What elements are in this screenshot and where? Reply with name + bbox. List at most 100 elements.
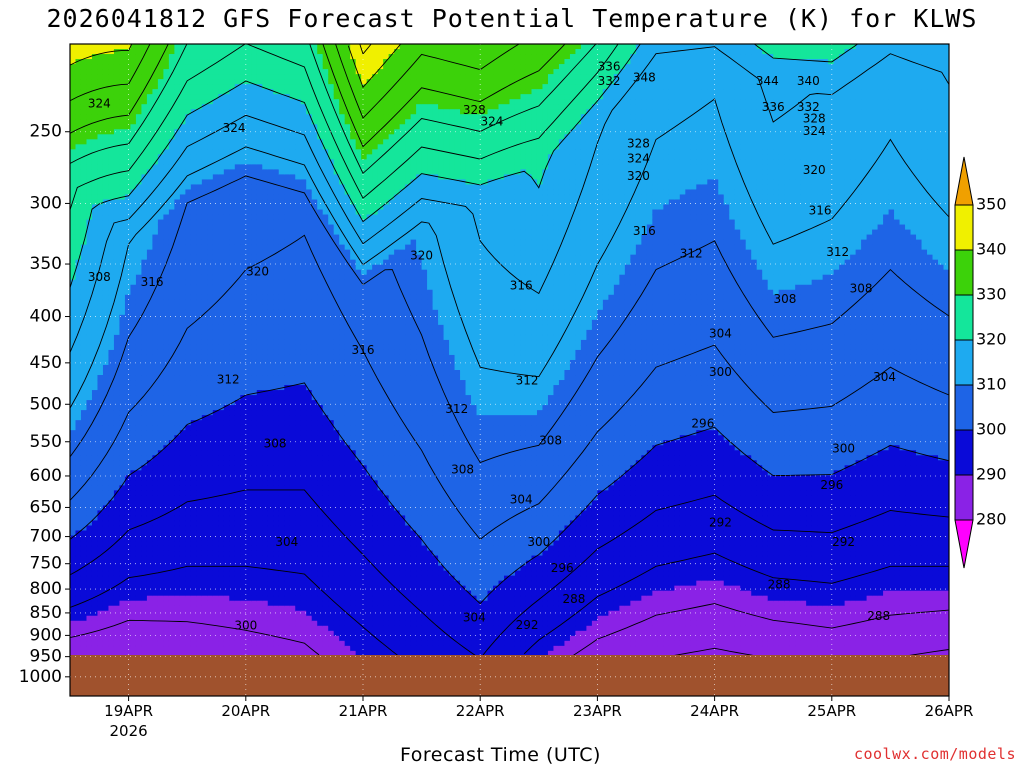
field-cell: [130, 270, 136, 276]
field-cell: [180, 440, 186, 446]
field-cell: [163, 305, 169, 311]
field-cell: [163, 275, 169, 281]
field-cell: [114, 460, 120, 466]
field-cell: [103, 220, 109, 226]
field-cell: [119, 295, 125, 301]
field-cell: [174, 315, 180, 321]
field-cell: [158, 566, 164, 572]
field-cell: [75, 49, 81, 55]
field-cell: [108, 350, 114, 356]
field-cell: [92, 450, 98, 456]
field-cell: [174, 510, 180, 516]
field-cell: [75, 220, 81, 226]
field-cell: [174, 500, 180, 506]
field-cell: [136, 360, 142, 366]
field-cell: [75, 641, 81, 647]
field-cell: [92, 169, 98, 175]
field-cell: [86, 606, 92, 612]
field-cell: [136, 561, 142, 567]
field-cell: [103, 641, 109, 647]
field-cell: [180, 139, 186, 145]
field-cell: [158, 480, 164, 486]
field-cell: [174, 556, 180, 562]
field-cell: [169, 530, 175, 536]
field-cell: [70, 315, 76, 321]
field-cell: [86, 551, 92, 557]
field-cell: [81, 104, 87, 110]
field-cell: [169, 89, 175, 95]
field-cell: [180, 69, 186, 75]
field-cell: [75, 591, 81, 597]
field-cell: [70, 541, 76, 547]
field-cell: [108, 54, 114, 60]
field-cell: [108, 475, 114, 481]
field-cell: [163, 485, 169, 491]
field-cell: [75, 310, 81, 316]
field-cell: [70, 440, 76, 446]
field-cell: [70, 210, 76, 216]
field-cell: [108, 490, 114, 496]
field-cell: [136, 626, 142, 632]
field-cell: [125, 59, 131, 65]
field-cell: [163, 631, 169, 637]
field-cell: [103, 189, 109, 195]
field-cell: [163, 295, 169, 301]
field-cell: [108, 611, 114, 617]
field-cell: [81, 505, 87, 511]
field-cell: [86, 500, 92, 506]
field-cell: [125, 455, 131, 461]
field-cell: [136, 475, 142, 481]
field-cell: [114, 345, 120, 351]
field-cell: [81, 275, 87, 281]
field-cell: [136, 495, 142, 501]
field-cell: [174, 410, 180, 416]
field-cell: [130, 144, 136, 150]
field-cell: [70, 495, 76, 501]
field-cell: [141, 260, 147, 266]
field-cell: [119, 204, 125, 210]
field-cell: [180, 485, 186, 491]
field-cell: [174, 280, 180, 286]
field-cell: [147, 430, 153, 436]
field-cell: [169, 360, 175, 366]
field-cell: [114, 455, 120, 461]
field-cell: [152, 591, 158, 597]
field-cell: [70, 485, 76, 491]
field-cell: [86, 515, 92, 521]
field-cell: [158, 405, 164, 411]
field-cell: [81, 606, 87, 612]
field-cell: [114, 520, 120, 526]
field-cell: [152, 626, 158, 632]
field-cell: [136, 415, 142, 421]
field-cell: [70, 365, 76, 371]
field-cell: [152, 546, 158, 552]
field-cell: [70, 240, 76, 246]
field-cell: [108, 556, 114, 562]
field-cell: [70, 179, 76, 185]
field-cell: [81, 591, 87, 597]
field-cell: [97, 64, 103, 70]
field-cell: [86, 495, 92, 501]
field-cell: [103, 255, 109, 261]
field-cell: [169, 470, 175, 476]
field-cell: [97, 139, 103, 145]
field-cell: [103, 260, 109, 266]
field-cell: [86, 385, 92, 391]
field-cell: [92, 49, 98, 55]
field-cell: [141, 355, 147, 361]
field-cell: [108, 390, 114, 396]
field-cell: [92, 250, 98, 256]
field-cell: [86, 571, 92, 577]
field-cell: [169, 300, 175, 306]
field-cell: [169, 390, 175, 396]
field-cell: [141, 124, 147, 130]
field-cell: [141, 129, 147, 135]
field-cell: [97, 350, 103, 356]
field-cell: [169, 571, 175, 577]
field-cell: [130, 94, 136, 100]
field-cell: [158, 139, 164, 145]
field-cell: [180, 295, 186, 301]
field-cell: [97, 210, 103, 216]
field-cell: [130, 310, 136, 316]
field-cell: [81, 621, 87, 627]
